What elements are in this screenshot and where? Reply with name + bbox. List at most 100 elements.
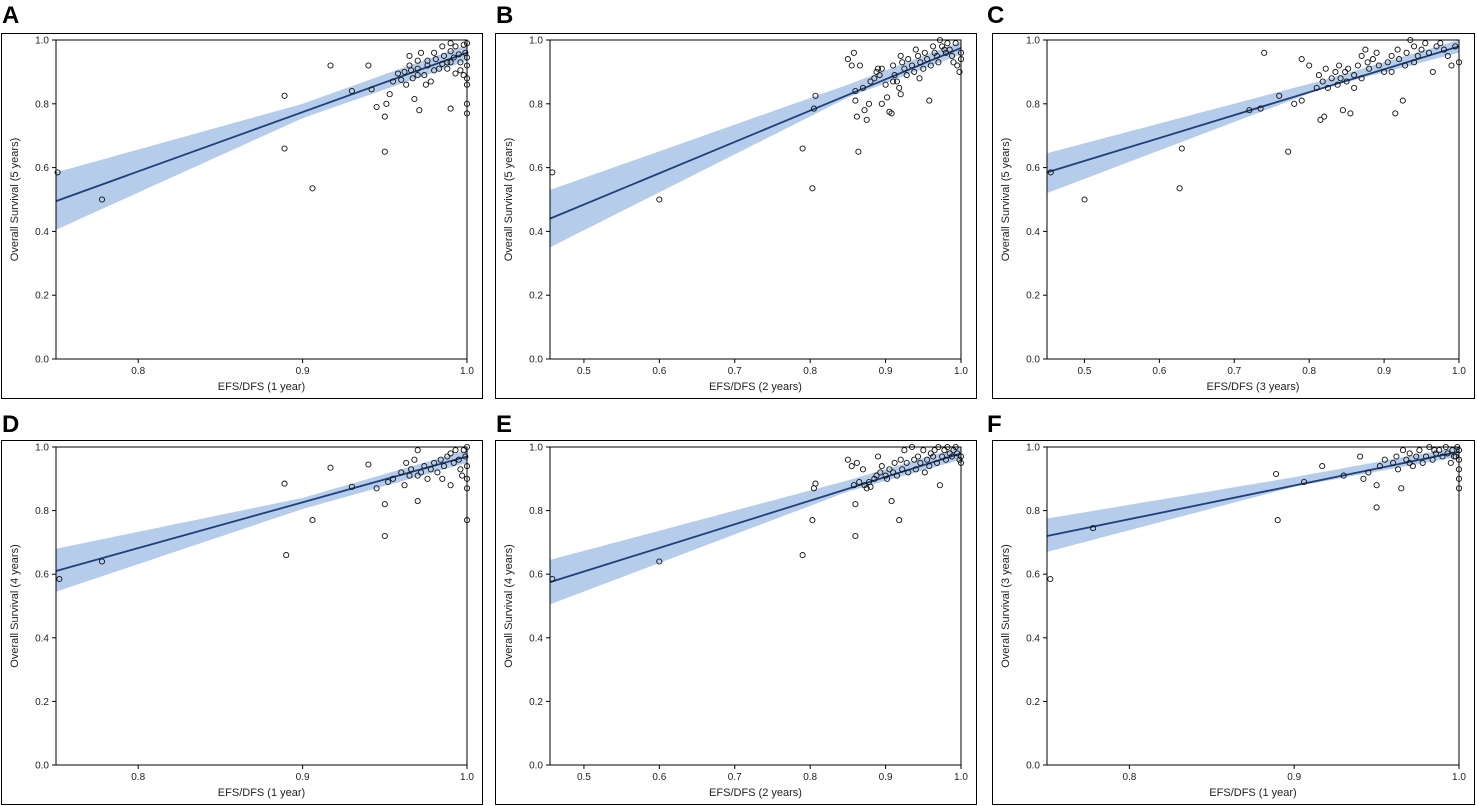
data-point [853,459,860,466]
data-point [452,43,459,50]
data-point [1452,453,1459,460]
data-point [942,49,949,56]
data-point [852,97,859,104]
regression-line [1046,450,1460,537]
data-point [933,52,940,59]
data-point [389,78,397,85]
y-tick-label: 1.0 [1026,36,1040,47]
data-point [1090,525,1097,532]
data-point [912,46,919,53]
data-point [1347,110,1354,117]
plot-area-border [1046,446,1460,766]
x-axis-label: EFS/DFS (3 years) [1207,381,1300,393]
data-point [389,475,397,482]
data-point [873,472,880,479]
data-point [1393,453,1400,460]
data-point [437,456,444,463]
data-point [414,472,421,479]
data-point [327,464,334,471]
data-point [414,447,421,454]
y-tick-label: 0.4 [35,633,49,644]
panel-letter: B [496,2,513,29]
data-point [1399,97,1406,104]
data-point [1313,84,1320,91]
data-point [1390,459,1397,466]
data-point [427,78,434,85]
data-point [1439,453,1446,460]
data-point [452,447,459,454]
data-point [1246,107,1253,114]
data-point [912,466,919,473]
data-point [1429,68,1436,75]
panel-letter: E [496,411,512,438]
y-tick-label: 0.4 [529,633,543,644]
data-point [897,91,904,98]
data-point [281,92,288,99]
y-tick-label: 0.2 [35,291,49,302]
x-axis-label: EFS/DFS (1 year) [1209,787,1296,799]
data-point [1334,81,1341,88]
data-point [1365,469,1372,476]
data-point [924,456,931,463]
regression-line [55,455,468,572]
data-point [1298,97,1305,104]
data-point [1431,447,1438,454]
x-tick-label: 0.7 [728,772,742,783]
data-point [921,49,928,56]
data-point [873,68,880,75]
x-tick-label: 0.5 [1078,366,1092,377]
data-point [414,65,421,72]
data-point [859,466,867,473]
y-axis-label: Overall Survival (4 years) [503,544,515,667]
y-tick-label: 0.4 [1026,633,1040,644]
data-point [394,70,402,77]
regression-line [1046,45,1460,174]
data-point [884,475,891,482]
data-point [1444,52,1451,59]
data-point [852,87,859,95]
data-point [1317,116,1324,123]
data-point [956,68,963,75]
data-point [309,185,316,192]
data-point [422,81,429,88]
data-point [850,482,857,489]
y-tick-label: 1.0 [1026,443,1040,454]
data-point [926,97,933,104]
x-tick-label: 1.0 [954,366,968,377]
data-point [844,456,851,463]
y-tick-label: 0.2 [1026,291,1040,302]
data-point [1351,72,1358,79]
data-point [905,56,912,63]
data-point [1396,56,1403,63]
data-point [406,472,413,479]
y-tick-label: 0.4 [1026,227,1040,238]
data-point [853,113,860,120]
y-tick-label: 0.6 [35,570,49,581]
panel-letter: C [987,2,1004,29]
data-point [1340,472,1347,479]
data-point [455,51,462,58]
data-point [1339,107,1346,114]
data-point [1273,470,1280,478]
data-point [812,480,819,487]
y-tick-label: 0.0 [529,761,543,772]
data-point [856,478,863,486]
data-point [1285,148,1292,155]
data-point [348,483,355,490]
data-point [920,447,927,454]
data-point [1373,482,1380,489]
data-point [1406,459,1413,466]
data-point [914,52,922,59]
y-tick-label: 0.6 [529,570,543,581]
data-point [444,65,451,72]
data-point [439,475,446,482]
data-point [893,78,900,85]
data-point [457,466,464,473]
data-point [1447,459,1454,466]
data-point [1437,40,1444,47]
data-point [930,453,937,460]
data-point [1414,52,1421,59]
x-tick-label: 1.0 [954,772,968,783]
data-point [905,469,912,476]
data-point [861,107,868,114]
